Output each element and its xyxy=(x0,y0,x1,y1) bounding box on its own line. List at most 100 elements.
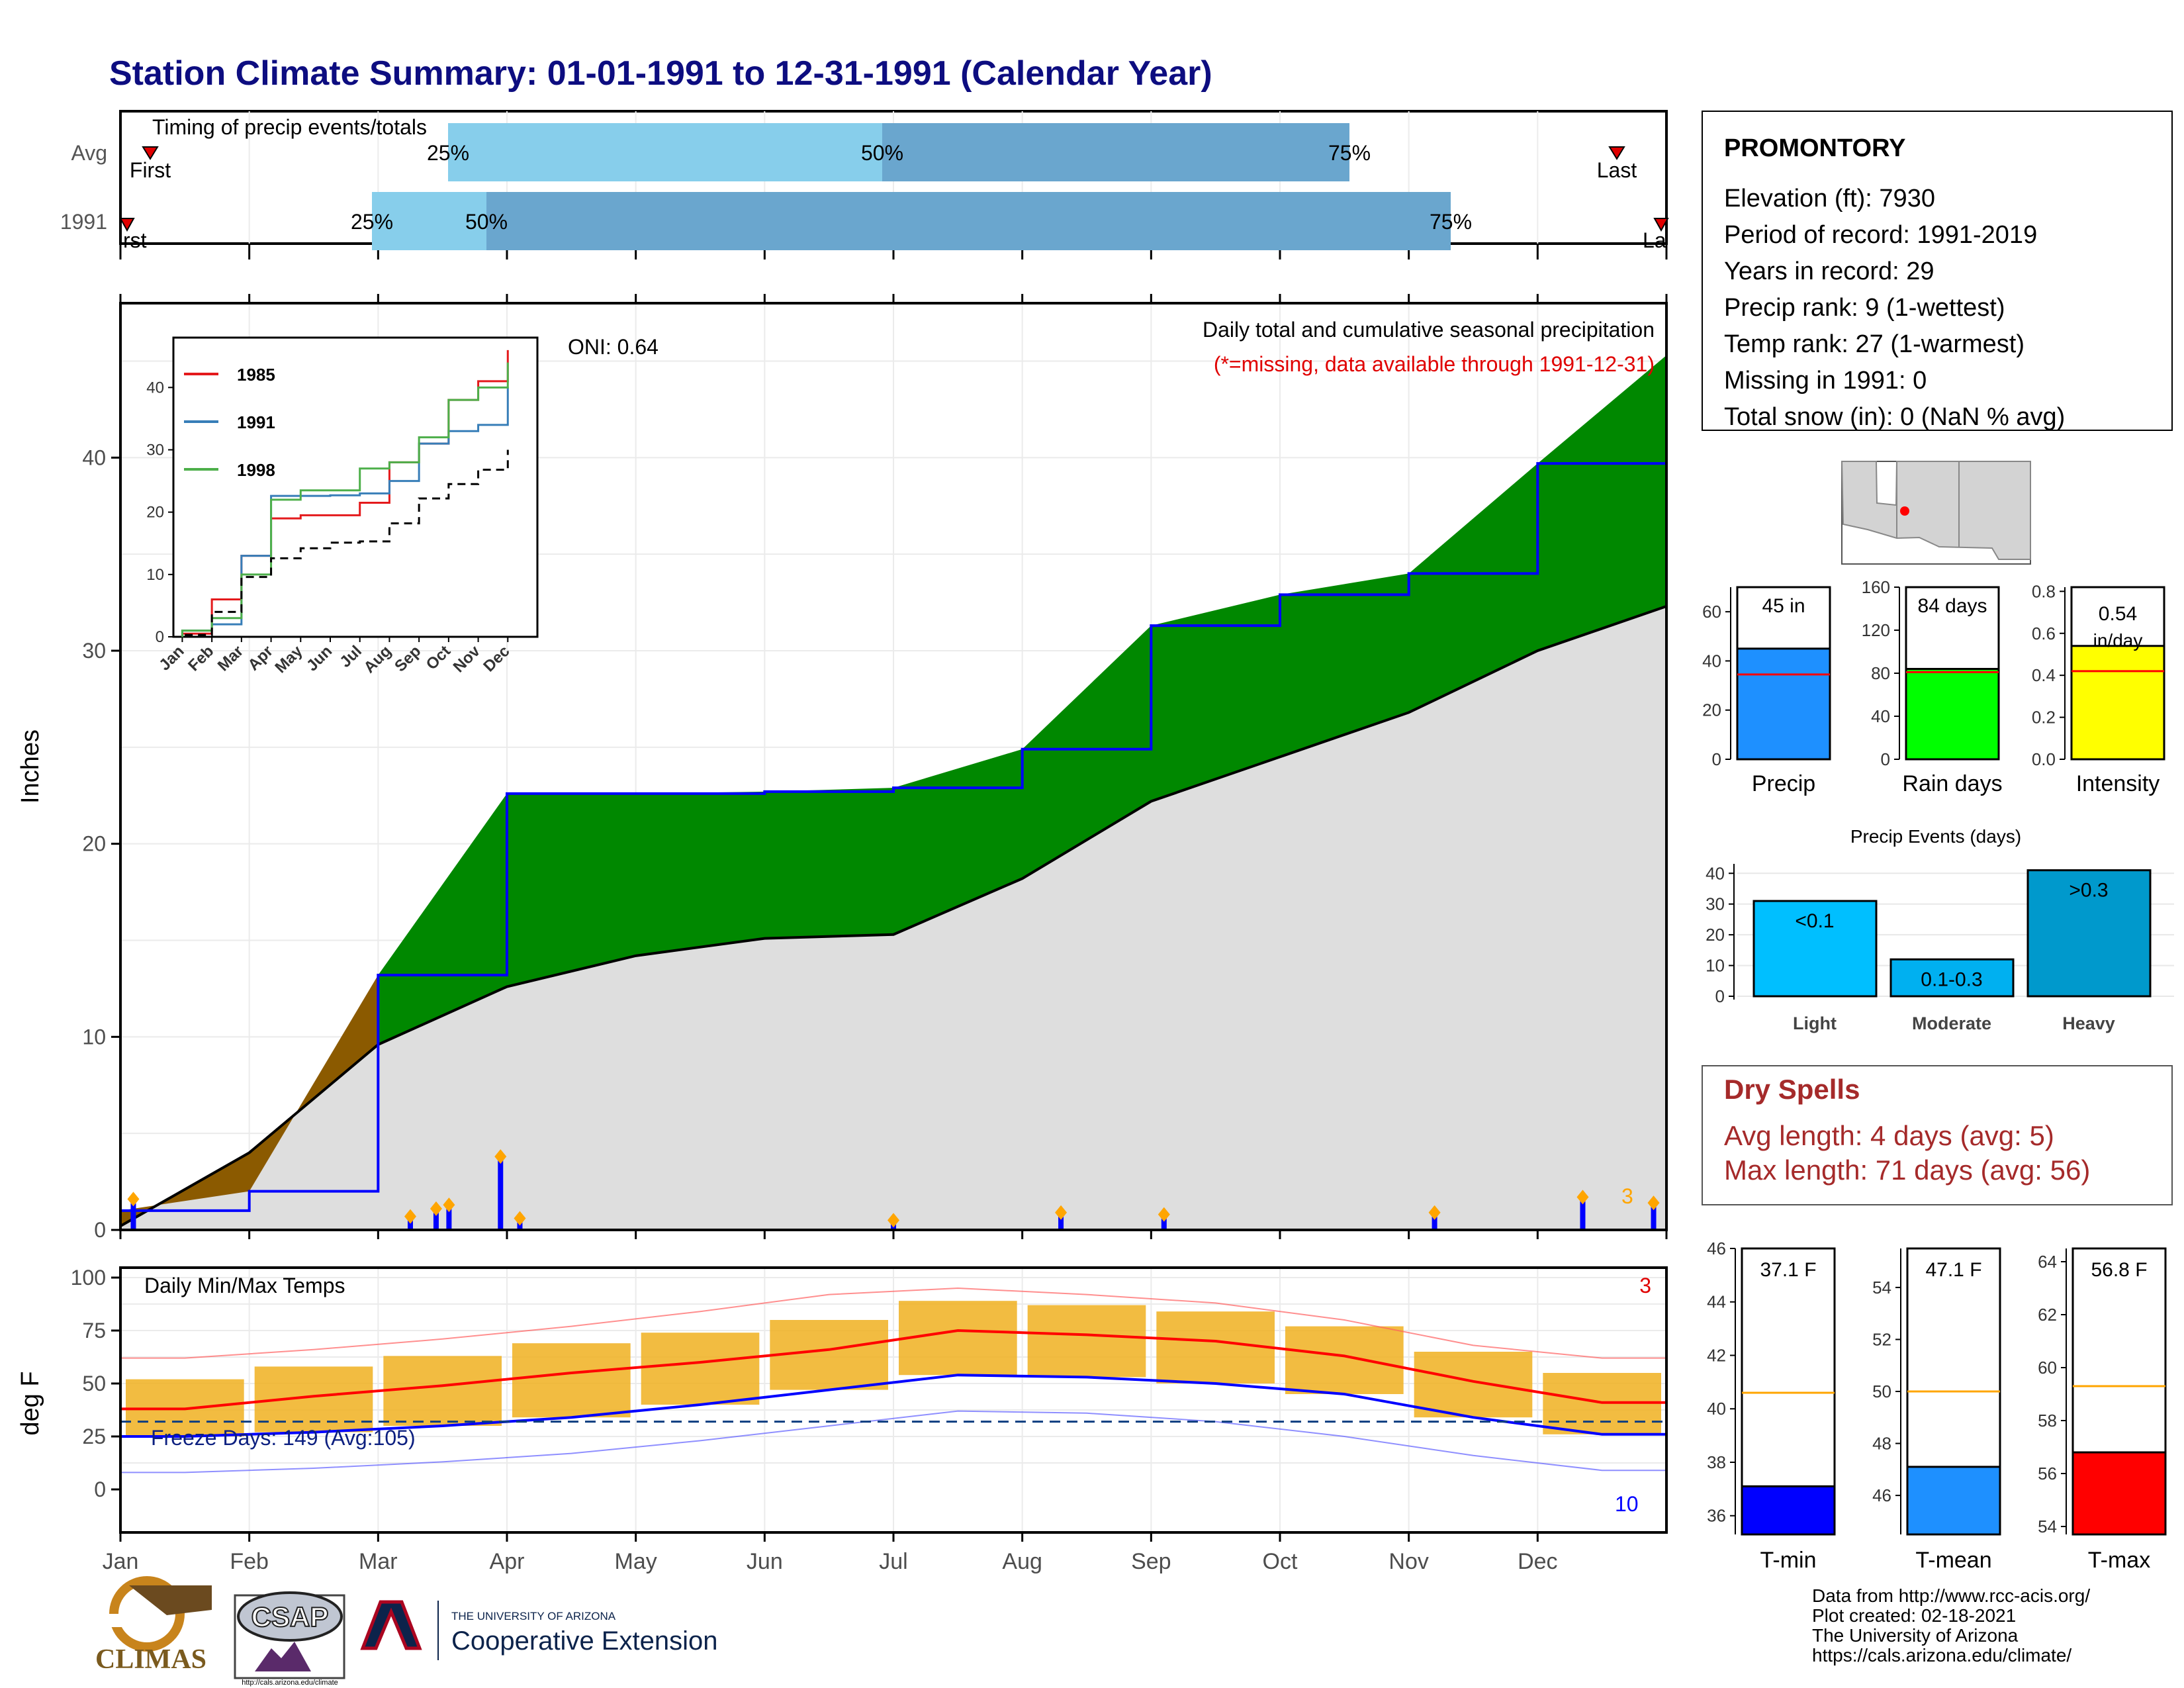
timing-avg-p75: 75% xyxy=(1328,141,1371,165)
summary-category-label: Precip xyxy=(1752,771,1815,796)
precip-x-ticks xyxy=(119,294,1668,1239)
month-label: Feb xyxy=(230,1549,269,1574)
month-label: May xyxy=(615,1549,657,1574)
summary-tick-label: 160 xyxy=(1862,577,1890,597)
events-tick-label: 20 xyxy=(1706,925,1725,945)
inset-frame xyxy=(172,336,539,638)
summary-tick-label: 0.4 xyxy=(2032,665,2056,685)
precip-legend-title: Daily total and cumulative seasonal prec… xyxy=(1203,318,1655,342)
temp-count-blue: 10 xyxy=(1615,1492,1639,1516)
temp-range-bar xyxy=(641,1333,760,1405)
temp-summary-category: T-max xyxy=(2088,1548,2150,1573)
station-info-line: Precip rank: 9 (1-wettest) xyxy=(1724,294,2005,322)
timing-row-1991: 1991 xyxy=(60,210,107,234)
dry-spells-frame xyxy=(1702,1065,2173,1205)
summary-category-label: Rain days xyxy=(1902,771,2002,796)
temp-range-bar xyxy=(1414,1352,1533,1418)
events-title: Precip Events (days) xyxy=(1850,826,2021,847)
summary-tick-label: 40 xyxy=(1702,651,1721,671)
deficit-area xyxy=(120,975,379,1227)
daily-precip-marker xyxy=(430,1201,442,1216)
timing-avg-p25: 25% xyxy=(427,141,469,165)
precip-y-tick-label: 30 xyxy=(82,639,106,663)
summary-value-label: 0.54 xyxy=(2099,603,2137,625)
csap-url: http://cals.arizona.edu/climate xyxy=(242,1679,338,1687)
footer-line: Data from http://www.rcc-acis.org/ xyxy=(1812,1585,2090,1606)
summary-tick-label: 0 xyxy=(1881,749,1890,769)
temp-y-tick-label: 50 xyxy=(82,1372,106,1395)
timing-1991-bar-early xyxy=(372,192,486,250)
summary-bar-precip xyxy=(1736,647,1831,761)
temp-y-tick-label: 25 xyxy=(82,1425,106,1448)
daily-precip-marker xyxy=(514,1211,526,1226)
inset-y-tick-label: 0 xyxy=(156,628,164,646)
daily-precip-marker xyxy=(1428,1205,1441,1220)
temp-summary-tick-label: 62 xyxy=(2038,1305,2057,1325)
events-bar-label: 0.1-0.3 xyxy=(1921,968,1982,990)
month-label: Jan xyxy=(103,1549,139,1574)
events-category-label: Heavy xyxy=(2062,1013,2115,1033)
events-bars: <0.1 Light 0.1-0.3 Moderate >0.3 Heavy xyxy=(1752,869,2152,1033)
tmin-normal-line xyxy=(120,1374,1666,1438)
station-info: PROMONTORY Elevation (ft): 7930 Period of… xyxy=(1702,111,2173,431)
temp-summary-tick-label: 60 xyxy=(2038,1358,2057,1378)
temp-summary-tick-label: 54 xyxy=(2038,1517,2057,1536)
ua-logo: THE UNIVERSITY OF ARIZONA Cooperative Ex… xyxy=(360,1600,717,1660)
temp-summary-bar-t-mean xyxy=(1906,1466,2001,1536)
timing-panel: Timing of precip events/totals Avg 1991 … xyxy=(60,110,1669,259)
summary-bars: 0 20 40 60 45 in Precip 0 40 80 120 160 84 days Rain… xyxy=(1702,577,2165,796)
temp-summary-bar-t-max xyxy=(2071,1451,2167,1536)
temp-y-label: deg F xyxy=(17,1371,44,1435)
station-info-line: Years in record: 29 xyxy=(1724,258,1934,285)
daily-precip-bar xyxy=(446,1205,452,1230)
dry-spells: Dry Spells Avg length: 4 days (avg: 5) M… xyxy=(1702,1065,2173,1205)
month-label: Apr xyxy=(490,1549,525,1574)
temp-summary-tick-label: 52 xyxy=(1872,1329,1891,1349)
events-bar-label: <0.1 xyxy=(1795,910,1834,932)
temp-summary-tick-label: 38 xyxy=(1707,1452,1726,1472)
temp-range-bar xyxy=(512,1343,631,1418)
surplus-area xyxy=(378,355,1667,1045)
summary-value-unit: in/day xyxy=(2093,630,2143,651)
temp-summary-bars: 36 38 40 42 44 46 37.1 F T-min 46 48 50 52 54 47.1 F T… xyxy=(1707,1239,2167,1573)
temp-range-bar xyxy=(383,1356,502,1426)
station-name: PROMONTORY xyxy=(1724,134,1905,162)
last-1991-marker-icon xyxy=(1653,218,1669,232)
temp-range-bar xyxy=(1027,1305,1146,1378)
events-bar-moderate xyxy=(1889,958,2015,998)
station-info-line: Temp rank: 27 (1-warmest) xyxy=(1724,330,2025,358)
timing-1991-p25: 25% xyxy=(351,210,393,234)
daily-precip-marker xyxy=(127,1192,140,1207)
summary-bar-rain-days xyxy=(1905,668,2000,761)
daily-precip-marker xyxy=(1158,1207,1170,1222)
station-info-line: Elevation (ft): 7930 xyxy=(1724,185,1935,212)
summary-tick-label: 0.0 xyxy=(2032,749,2056,769)
temp-summary-tick-label: 40 xyxy=(1707,1399,1726,1419)
temp-range-bar xyxy=(770,1320,888,1390)
ua-a-icon xyxy=(360,1600,422,1650)
temp-panel: 0 25 50 75 100 Jan Feb Mar Apr May Jun Jul Aug Sep Oc… xyxy=(17,1266,1668,1574)
dry-spells-avg: Avg length: 4 days (avg: 5) xyxy=(1724,1120,2054,1151)
month-label: Sep xyxy=(1131,1549,1171,1574)
daily-precip-marker xyxy=(1576,1190,1589,1205)
timing-1991-last: La xyxy=(1643,228,1666,252)
ua-small-text: THE UNIVERSITY OF ARIZONA xyxy=(451,1610,616,1622)
tmax-record-line xyxy=(120,1287,1666,1359)
daily-precip-bar xyxy=(1651,1203,1657,1230)
temp-summary-tick-label: 48 xyxy=(1872,1434,1891,1454)
temp-summary-category: T-mean xyxy=(1915,1548,1991,1573)
timing-1991-p75: 75% xyxy=(1430,210,1472,234)
climas-shape-icon xyxy=(129,1585,212,1615)
summary-tick-label: 0.8 xyxy=(2032,581,2056,601)
precip-y-ticks: 0 10 20 30 40 xyxy=(82,445,120,1242)
summary-category-label: Intensity xyxy=(2076,771,2160,796)
state-shape-icon xyxy=(1841,461,2031,560)
temp-summary-value: 37.1 F xyxy=(1760,1259,1816,1281)
station-info-line: Period of record: 1991-2019 xyxy=(1724,221,2037,249)
inset-y-tick-label: 30 xyxy=(146,442,164,459)
precip-corner-count: 3 xyxy=(1621,1184,1633,1208)
month-label: Aug xyxy=(1002,1549,1042,1574)
precip-legend-note: (*=missing, data available through 1991-… xyxy=(1214,352,1655,376)
daily-precip-bar xyxy=(130,1199,136,1230)
